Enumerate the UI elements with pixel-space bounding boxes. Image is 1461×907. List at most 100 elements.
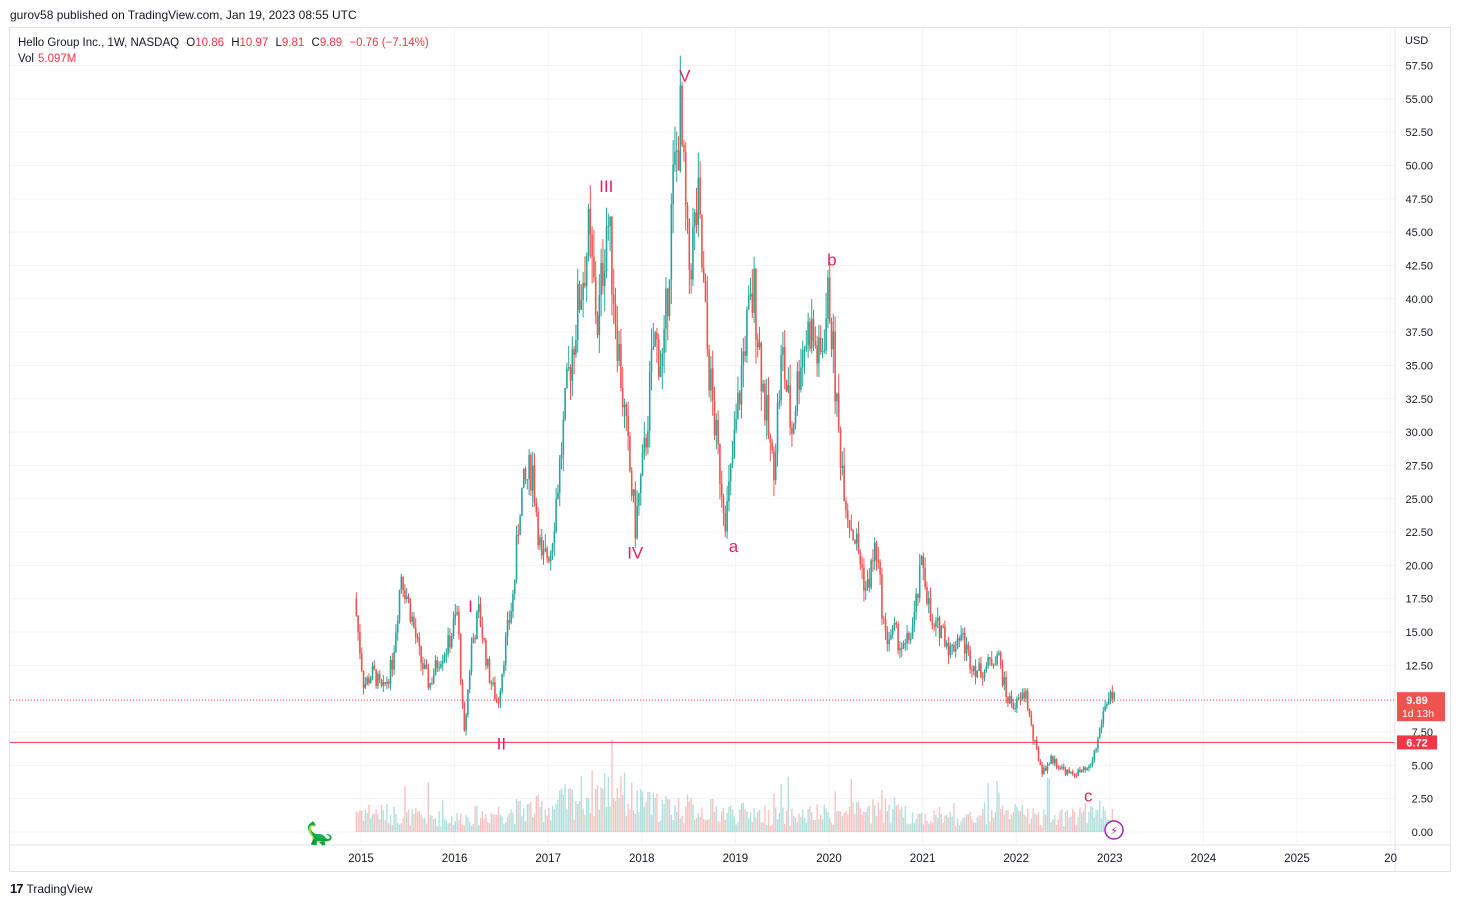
footer[interactable]: 17 TradingView bbox=[10, 881, 93, 896]
volume-bar bbox=[364, 809, 367, 832]
volume-bar bbox=[389, 815, 392, 832]
volume-bar bbox=[775, 807, 777, 832]
candle-body bbox=[625, 404, 628, 416]
volume-bar bbox=[524, 821, 527, 832]
y-tick-label: 15.00 bbox=[1405, 627, 1433, 639]
volume-bar bbox=[568, 788, 570, 832]
candle-body bbox=[1025, 690, 1027, 699]
candle-body bbox=[713, 400, 716, 436]
volume-bar bbox=[440, 826, 442, 832]
candle-body bbox=[1032, 724, 1034, 741]
candle-body bbox=[701, 214, 703, 268]
candle-body bbox=[396, 620, 399, 633]
candle-body bbox=[888, 639, 890, 645]
candle-body bbox=[1104, 705, 1106, 712]
volume-bar bbox=[884, 798, 887, 832]
volume-bar bbox=[460, 813, 462, 832]
y-tick-label: 20.00 bbox=[1405, 560, 1433, 572]
volume-bar bbox=[515, 798, 518, 832]
candle-body bbox=[427, 668, 430, 688]
volume-bar bbox=[434, 818, 437, 832]
candle-body bbox=[987, 657, 989, 666]
candle-body bbox=[1035, 740, 1038, 749]
candle-body bbox=[985, 665, 988, 672]
volume-bar bbox=[730, 805, 732, 832]
candle-body bbox=[861, 564, 863, 568]
volume-bar bbox=[485, 813, 487, 832]
candle-body bbox=[744, 351, 746, 356]
volume-bar bbox=[748, 818, 750, 832]
volume-bar bbox=[422, 818, 424, 832]
volume-bar bbox=[812, 819, 815, 832]
volume-bar bbox=[809, 806, 811, 832]
candle-body bbox=[596, 315, 599, 335]
candle-body bbox=[531, 465, 534, 491]
volume-bar bbox=[780, 783, 782, 832]
candle-body bbox=[1097, 738, 1099, 749]
volume-bar bbox=[602, 788, 604, 832]
candle-body bbox=[843, 465, 845, 501]
volume-bar bbox=[793, 815, 795, 832]
candle-body bbox=[454, 614, 457, 619]
candle-body bbox=[938, 617, 941, 639]
volume-bar bbox=[517, 801, 520, 832]
candle-body bbox=[661, 352, 664, 367]
candle-body bbox=[1061, 766, 1063, 769]
volume-bar bbox=[967, 814, 970, 832]
candle-body bbox=[814, 340, 817, 346]
candle-body bbox=[695, 212, 698, 225]
candle-body bbox=[785, 380, 788, 392]
volume-bar bbox=[935, 815, 937, 832]
volume-bar bbox=[659, 821, 662, 832]
symbol-name[interactable]: Hello Group Inc., 1W, NASDAQ bbox=[18, 37, 180, 49]
candle-body bbox=[638, 493, 640, 506]
y-tick-label: 22.50 bbox=[1405, 527, 1433, 539]
candle-body bbox=[882, 618, 885, 620]
candle-body bbox=[398, 590, 401, 621]
candle-body bbox=[864, 587, 867, 591]
volume-bar bbox=[402, 817, 404, 832]
candle-body bbox=[423, 664, 426, 670]
candle-body bbox=[1102, 711, 1105, 724]
candle-body bbox=[603, 271, 606, 287]
volume-bar bbox=[1073, 811, 1076, 832]
volume-bar bbox=[865, 812, 867, 832]
volume-bar bbox=[451, 816, 453, 832]
candle-body bbox=[872, 560, 874, 562]
candle-body bbox=[402, 576, 404, 590]
volume-bar bbox=[532, 816, 534, 832]
volume-bar bbox=[478, 825, 480, 832]
candle-body bbox=[1055, 759, 1058, 767]
volume-bar bbox=[839, 811, 842, 832]
volume-bar bbox=[677, 798, 680, 832]
candle-body bbox=[949, 646, 952, 656]
volume-bar bbox=[553, 808, 556, 832]
candle-body bbox=[803, 350, 806, 352]
volume-bar bbox=[582, 808, 584, 832]
volume-bar bbox=[1001, 805, 1004, 832]
candle-body bbox=[636, 505, 638, 539]
candle-body bbox=[441, 661, 444, 664]
candle-body bbox=[366, 677, 368, 685]
candle-body bbox=[915, 594, 917, 612]
volume-bar bbox=[640, 789, 642, 832]
volume-bar bbox=[931, 822, 934, 832]
volume-bar bbox=[627, 803, 629, 832]
volume-bar bbox=[575, 800, 577, 832]
candle-body bbox=[409, 598, 412, 622]
candle-body bbox=[648, 371, 651, 431]
volume-bar bbox=[704, 819, 707, 832]
candle-body bbox=[413, 616, 415, 628]
volume-bar bbox=[890, 823, 892, 832]
volume-bar bbox=[953, 803, 955, 832]
volume-bar bbox=[1057, 819, 1060, 832]
volume-bar bbox=[857, 801, 860, 832]
candles bbox=[355, 55, 1115, 778]
volume-bar bbox=[530, 802, 532, 832]
candle-body bbox=[524, 468, 527, 480]
volume-bar bbox=[656, 793, 658, 832]
volume-bar bbox=[469, 822, 471, 832]
candle-body bbox=[573, 349, 575, 355]
candle-body bbox=[998, 652, 1000, 655]
